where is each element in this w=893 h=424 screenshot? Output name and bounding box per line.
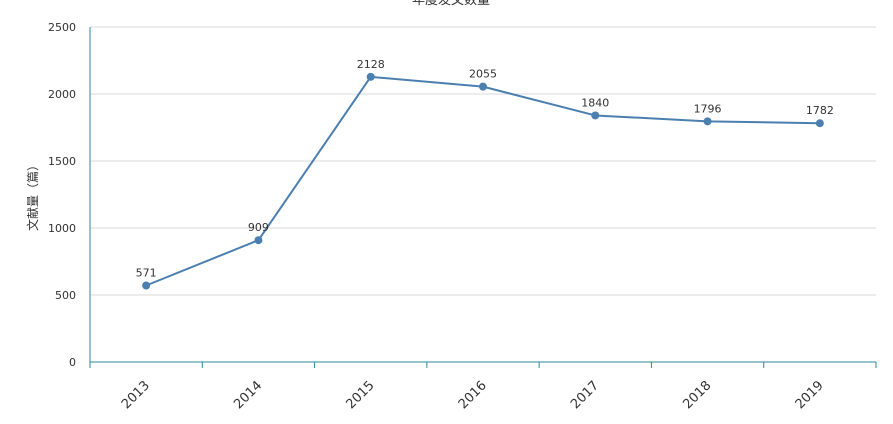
data-label: 909 <box>248 221 269 234</box>
data-label: 1840 <box>581 96 609 109</box>
data-point[interactable] <box>366 72 375 81</box>
x-tick-label: 2018 <box>680 378 714 412</box>
x-tick-label: 2014 <box>231 378 265 412</box>
data-label: 2128 <box>357 58 385 71</box>
axes: 0 500 1000 1500 2000 2500 2013 2014 2015 2016 2017… <box>48 21 877 412</box>
y-tick-label: 0 <box>69 356 76 369</box>
y-tick-label: 2500 <box>48 21 76 34</box>
data-point[interactable] <box>703 117 712 126</box>
data-labels: 571 909 2128 2055 1840 1796 1782 <box>136 58 834 280</box>
data-label: 1782 <box>806 104 834 117</box>
y-axis-title: 文献量（篇） <box>25 159 40 231</box>
x-tick-label: 2016 <box>456 378 490 412</box>
x-tick-label: 2013 <box>119 378 153 412</box>
y-tick-label: 1000 <box>48 222 76 235</box>
data-point[interactable] <box>142 281 151 290</box>
x-tick-label: 2019 <box>793 378 827 412</box>
data-label: 571 <box>136 266 157 279</box>
data-label: 2055 <box>469 68 497 81</box>
data-label: 1796 <box>694 102 722 115</box>
data-point[interactable] <box>815 119 824 128</box>
series-group <box>142 72 824 290</box>
data-point[interactable] <box>254 236 263 245</box>
data-point[interactable] <box>591 111 600 120</box>
x-tick-label: 2015 <box>344 378 378 412</box>
gridlines <box>90 26 876 296</box>
y-tick-label: 1500 <box>48 155 76 168</box>
data-point[interactable] <box>479 82 487 91</box>
x-tick-label: 2017 <box>568 378 602 412</box>
y-tick-label: 500 <box>55 289 76 302</box>
y-tick-label: 2000 <box>48 88 76 101</box>
chart-title: 年度发文数量 <box>412 0 490 8</box>
